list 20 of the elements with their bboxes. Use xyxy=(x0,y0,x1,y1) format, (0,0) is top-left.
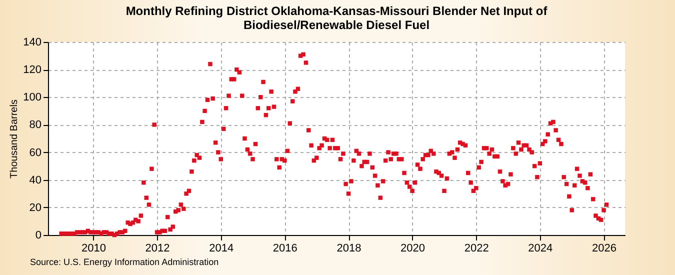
y-tick-label: 140 xyxy=(23,36,42,48)
y-tick-label: 80 xyxy=(29,119,42,132)
y-tick-label: 100 xyxy=(23,92,42,104)
y-tick-label: 0 xyxy=(35,230,42,242)
y-tick-label: 60 xyxy=(29,146,42,159)
source-note: Source: U.S. Energy Information Administration xyxy=(29,256,220,269)
x-tick-label: 2016 xyxy=(272,242,298,254)
chart-title: Monthly Refining District Oklahoma-Kansas-Missouri Blender Net Input of Biodiesel/Renewable Diesel Fuel xyxy=(126,4,548,32)
x-tick-label: 2010 xyxy=(82,242,106,254)
x-tick-label: 2018 xyxy=(336,242,362,254)
x-tick-label: 2026 xyxy=(592,242,617,254)
x-tick-label: 2024 xyxy=(528,242,553,254)
y-tick-label: 20 xyxy=(29,202,42,214)
x-tick-label: 2012 xyxy=(145,242,170,254)
x-tick-label: 2014 xyxy=(209,242,234,254)
y-axis-title: Thousand Barrels xyxy=(9,100,20,178)
y-tick-label: 120 xyxy=(23,64,42,76)
x-tick-label: 2020 xyxy=(400,242,426,254)
y-tick-label: 40 xyxy=(29,174,42,186)
x-tick-label: 2022 xyxy=(464,242,489,254)
